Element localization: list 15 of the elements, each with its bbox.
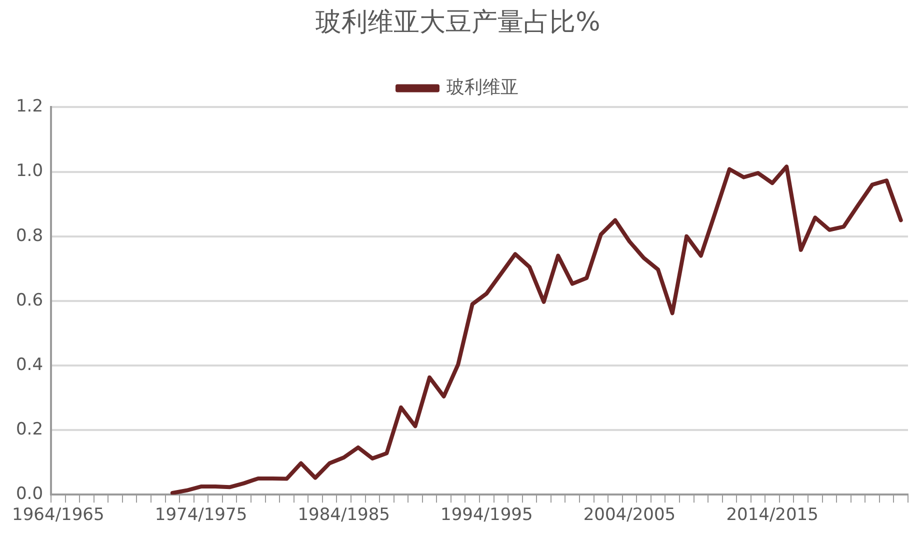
x-tick-label: 2014/2015 [726,505,818,526]
x-tick-label: 2004/2005 [583,505,676,526]
y-tick-label: 0.6 [16,290,44,310]
y-tick-label: 1.2 [16,96,44,117]
x-tick-label: 1964/1965 [12,505,104,526]
chart-title: 玻利维亚大豆产量占比% [316,7,600,38]
legend-label: 玻利维亚 [446,76,518,98]
y-tick-label: 1.0 [16,161,44,182]
x-tick-label: 1984/1985 [298,505,390,526]
y-tick-label: 0.2 [16,419,44,440]
y-tick-label: 0.4 [16,354,44,375]
y-tick-label: 0.8 [16,226,44,246]
y-tick-label: 0.0 [16,484,44,504]
x-tick-label: 1974/1975 [154,505,248,526]
x-tick-label: 1994/1995 [440,505,533,526]
